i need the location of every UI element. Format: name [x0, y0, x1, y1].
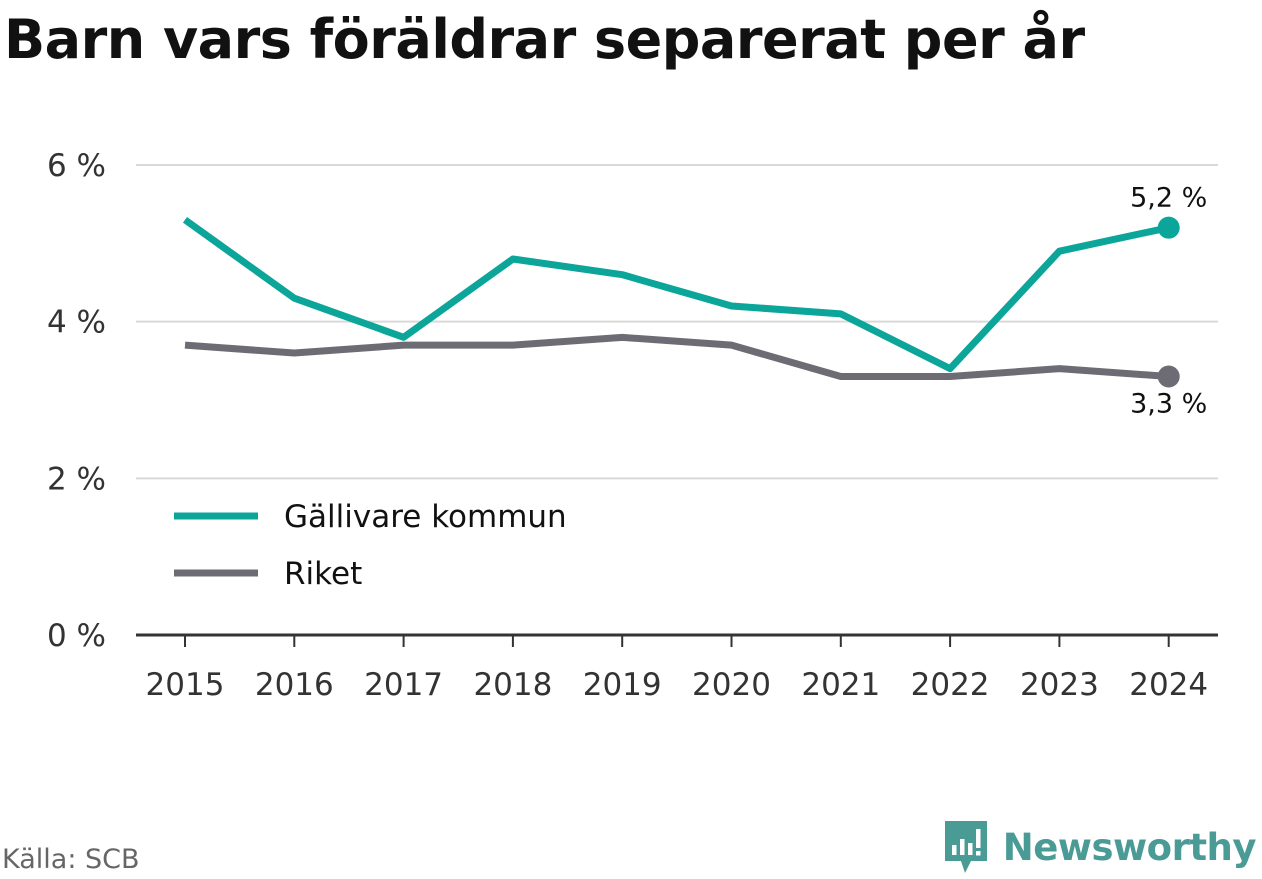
brand-logo: Newsworthy [941, 819, 1257, 875]
end-value-label: 3,3 % [1130, 389, 1207, 420]
brand-name: Newsworthy [1002, 825, 1257, 869]
x-tick-label: 2024 [1129, 667, 1208, 703]
x-tick-label: 2021 [801, 667, 880, 703]
x-tick-label: 2019 [583, 667, 662, 703]
newsworthy-logo-icon [944, 821, 987, 873]
x-tick-label: 2023 [1020, 667, 1099, 703]
x-tick-label: 2020 [692, 667, 771, 703]
series-end-point [1157, 365, 1180, 388]
end-value-label: 5,2 % [1130, 183, 1207, 214]
y-axis-ticks: 0 % 2 % 4 % 6 % [47, 148, 106, 654]
x-tick-label: 2015 [146, 667, 225, 703]
legend-label: Gällivare kommun [284, 499, 567, 535]
legend-label: Riket [284, 556, 362, 592]
gridlines [136, 164, 1218, 480]
y-tick-label: 6 % [47, 148, 106, 184]
x-axis: 2015 2016 2017 2018 2019 2020 2021 2022 2023 2024 [136, 633, 1218, 703]
chart-title: Barn vars föräldrar separerat per år [4, 8, 1085, 71]
series-lines: 5,2 % 3,3 % [182, 183, 1207, 420]
y-tick-label: 4 % [47, 305, 106, 341]
series-line-riket [184, 333, 1169, 380]
legend: Gällivare kommun Riket [174, 499, 567, 592]
x-tick-label: 2016 [255, 667, 334, 703]
x-tick-label: 2022 [911, 667, 990, 703]
y-tick-label: 2 % [47, 461, 106, 497]
x-tick-label: 2017 [364, 667, 443, 703]
series-line-gallivare [182, 216, 1170, 373]
x-tick-label: 2018 [473, 667, 552, 703]
y-tick-label: 0 % [47, 618, 106, 654]
series-end-point [1157, 216, 1180, 239]
source-note: Källa: SCB [2, 844, 140, 875]
